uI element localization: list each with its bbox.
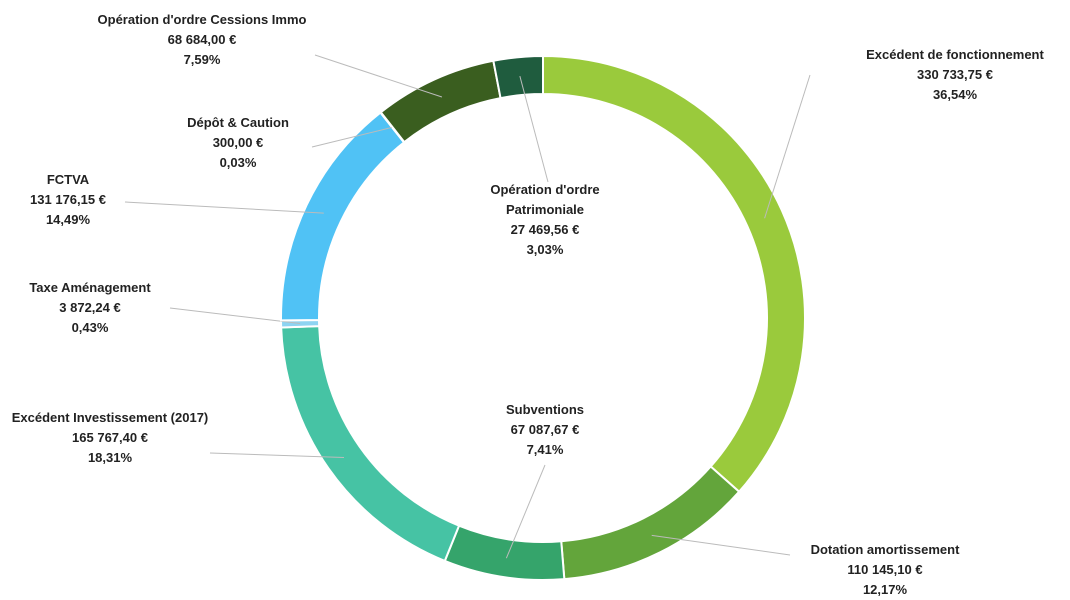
value-label: 300,00 €	[212, 135, 264, 150]
value-label: 36,54%	[932, 87, 978, 102]
segment	[280, 325, 461, 563]
segment	[560, 465, 741, 581]
data-label: FCTVA 131 176,15 € 14,49%	[13, 170, 123, 230]
data-label: Dépôt & Caution 300,00 € 0,03%	[163, 113, 313, 173]
leader-line	[169, 307, 301, 324]
value-label: 7,59%	[183, 52, 221, 67]
leader-line	[311, 126, 393, 148]
leader-line	[124, 201, 324, 214]
value-label: 165 767,40 €	[72, 430, 148, 445]
value-label: 68 684,00 €	[167, 32, 237, 47]
leader-line	[764, 74, 811, 219]
leader-line	[519, 75, 549, 183]
category-label: FCTVA	[46, 172, 90, 187]
category-label: Opération d'ordre Cessions Immo	[97, 12, 307, 27]
data-label: Opération d'ordre Cessions Immo 68 684,00…	[95, 10, 310, 70]
category-label: Dépôt & Caution	[187, 115, 289, 130]
data-label: Excédent Investissement (2017) 165 767,40…	[8, 408, 213, 468]
value-label: 0,43%	[71, 320, 109, 335]
category-label: Excédent de fonctionnement	[866, 47, 1044, 62]
value-label: 330 733,75 €	[917, 67, 993, 82]
value-label: 3,03%	[526, 242, 564, 257]
value-label: 12,17%	[862, 582, 908, 597]
data-label: Subventions 67 087,67 € 7,41%	[470, 400, 620, 460]
data-label: Taxe Aménagement 3 872,24 € 0,43%	[5, 278, 175, 338]
value-label: 110 145,10 €	[847, 562, 923, 577]
value-label: 3 872,24 €	[59, 300, 121, 315]
segment	[492, 54, 544, 100]
category-label: Subventions	[505, 402, 584, 417]
value-label: 18,31%	[87, 450, 133, 465]
leader-line	[314, 54, 443, 98]
value-label: 7,41%	[526, 442, 564, 457]
category-label: Taxe Aménagement	[29, 280, 151, 295]
value-label: 14,49%	[45, 212, 91, 227]
leader-line	[505, 464, 546, 559]
data-label: Excédent de fonctionnement 330 733,75 € 36…	[835, 45, 1070, 105]
segment	[379, 59, 502, 144]
value-label: 0,03%	[219, 155, 257, 170]
value-label: 67 087,67 €	[510, 422, 580, 437]
data-label: Opération d'ordre Patrimoniale 27 469,56 …	[470, 180, 620, 260]
segment	[443, 524, 566, 581]
data-label: Dotation amortissement 110 145,10 € 12,17%	[775, 540, 995, 600]
category-label: Excédent Investissement (2017)	[11, 410, 209, 425]
value-label: 131 176,15 €	[30, 192, 106, 207]
value-label: 27 469,56 €	[510, 222, 580, 237]
leader-line	[209, 452, 345, 458]
category-label: Opération d'ordre Patrimoniale	[490, 182, 600, 217]
category-label: Dotation amortissement	[810, 542, 960, 557]
leader-line	[651, 534, 791, 556]
